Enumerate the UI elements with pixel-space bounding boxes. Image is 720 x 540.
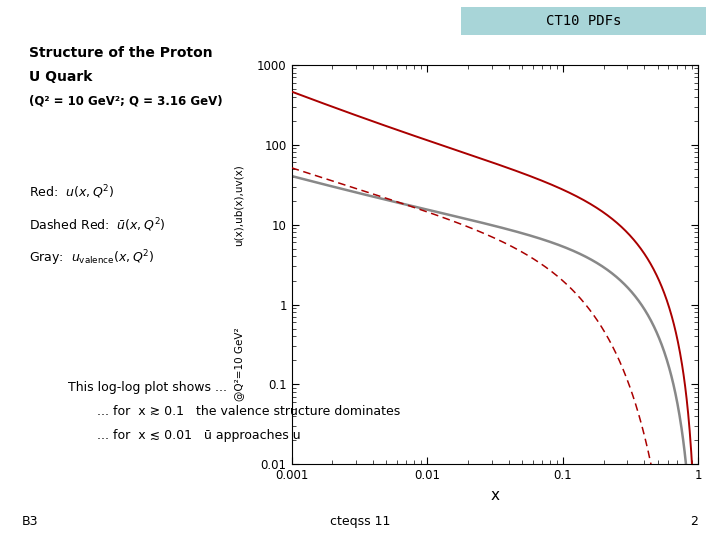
Text: Red:  $u(x,Q^2)$: Red: $u(x,Q^2)$: [29, 184, 114, 201]
Text: ... for  x ≳ 0.1   the valence structure dominates: ... for x ≳ 0.1 the valence structure do…: [97, 405, 400, 418]
Text: CT10 PDFs: CT10 PDFs: [546, 14, 621, 28]
Text: (Q² = 10 GeV²; Q = 3.16 GeV): (Q² = 10 GeV²; Q = 3.16 GeV): [29, 94, 222, 107]
X-axis label: x: x: [490, 488, 500, 503]
Text: Structure of the Proton: Structure of the Proton: [29, 46, 212, 60]
Text: U Quark: U Quark: [29, 70, 92, 84]
Text: B3: B3: [22, 515, 38, 528]
Text: @Q²=10 GeV²: @Q²=10 GeV²: [234, 328, 243, 401]
Text: u(x),ub(x),uv(x): u(x),ub(x),uv(x): [234, 164, 243, 246]
Text: Gray:  $u_{\rm valence}(x,Q^2)$: Gray: $u_{\rm valence}(x,Q^2)$: [29, 248, 154, 268]
Text: Dashed Red:  $\bar{u}(x,Q^2)$: Dashed Red: $\bar{u}(x,Q^2)$: [29, 216, 166, 234]
Text: 2: 2: [690, 515, 698, 528]
Text: ... for  x ≲ 0.01   ū approaches u: ... for x ≲ 0.01 ū approaches u: [97, 429, 301, 442]
Text: cteqss 11: cteqss 11: [330, 515, 390, 528]
Text: This log-log plot shows ...: This log-log plot shows ...: [68, 381, 228, 394]
